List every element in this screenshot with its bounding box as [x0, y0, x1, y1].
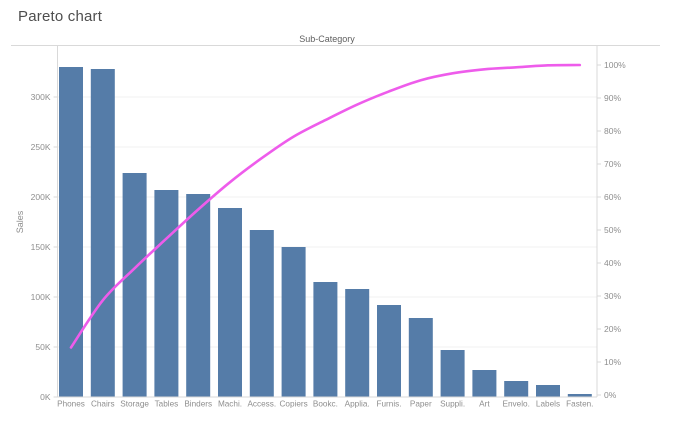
x-category-label: Tables	[155, 400, 179, 409]
left-tick-label: 300K	[31, 92, 51, 102]
x-category-label: Storage	[120, 400, 149, 409]
left-tick-label: 150K	[31, 242, 51, 252]
x-category-label: Fasten.	[566, 400, 593, 409]
x-category-label: Applia.	[345, 400, 370, 409]
bar-envelo[interactable]	[504, 381, 529, 397]
x-category-label: Binders	[184, 400, 212, 409]
bar-machi[interactable]	[218, 208, 242, 397]
bar-labels[interactable]	[536, 385, 560, 397]
top-axis-label: Sub-Category	[299, 34, 355, 44]
right-tick-label: 10%	[604, 357, 621, 367]
x-category-label: Labels	[536, 400, 560, 409]
bar-furnis[interactable]	[377, 305, 401, 397]
right-tick-label: 90%	[604, 93, 621, 103]
left-tick-label: 100K	[31, 292, 51, 302]
cumulative-percent-line[interactable]	[69, 63, 582, 349]
right-tick-label: 30%	[604, 291, 621, 301]
x-category-label: Copiers	[279, 400, 307, 409]
bar-suppli[interactable]	[440, 350, 465, 397]
bar-copiers[interactable]	[281, 247, 306, 397]
bar-fasten[interactable]	[567, 394, 592, 397]
x-category-label: Suppli.	[440, 400, 465, 409]
x-category-label: Furnis.	[376, 400, 401, 409]
bar-phones[interactable]	[59, 67, 83, 397]
right-tick-label: 20%	[604, 324, 621, 334]
bar-access[interactable]	[249, 230, 274, 397]
right-tick-label: 0%	[604, 390, 617, 400]
bar-binders[interactable]	[186, 194, 211, 397]
bar-paper[interactable]	[408, 318, 433, 397]
bar-storage[interactable]	[122, 173, 147, 397]
x-category-label: Access.	[247, 400, 276, 409]
page-title: Pareto chart	[18, 8, 103, 25]
left-tick-label: 0K	[40, 392, 51, 402]
x-category-label: Art	[479, 400, 490, 409]
right-tick-label: 70%	[604, 159, 621, 169]
left-tick-label: 50K	[35, 342, 50, 352]
right-tick-label: 60%	[604, 192, 621, 202]
left-tick-label: 200K	[31, 192, 51, 202]
bar-applia[interactable]	[345, 289, 370, 397]
right-tick-label: 100%	[604, 60, 626, 70]
right-tick-label: 80%	[604, 126, 621, 136]
x-category-label: Paper	[410, 400, 432, 409]
right-tick-label: 40%	[604, 258, 621, 268]
left-tick-label: 250K	[31, 142, 51, 152]
x-category-label: Machi.	[218, 400, 242, 409]
bar-art[interactable]	[472, 370, 497, 397]
x-category-label: Envelo.	[503, 400, 530, 409]
bar-tables[interactable]	[154, 190, 179, 397]
x-category-label: Bookc.	[313, 400, 338, 409]
bar-bookc[interactable]	[313, 282, 338, 397]
bar-chairs[interactable]	[90, 69, 115, 397]
x-category-label: Phones	[57, 400, 85, 409]
x-category-label: Chairs	[91, 400, 115, 409]
right-tick-label: 50%	[604, 225, 621, 235]
